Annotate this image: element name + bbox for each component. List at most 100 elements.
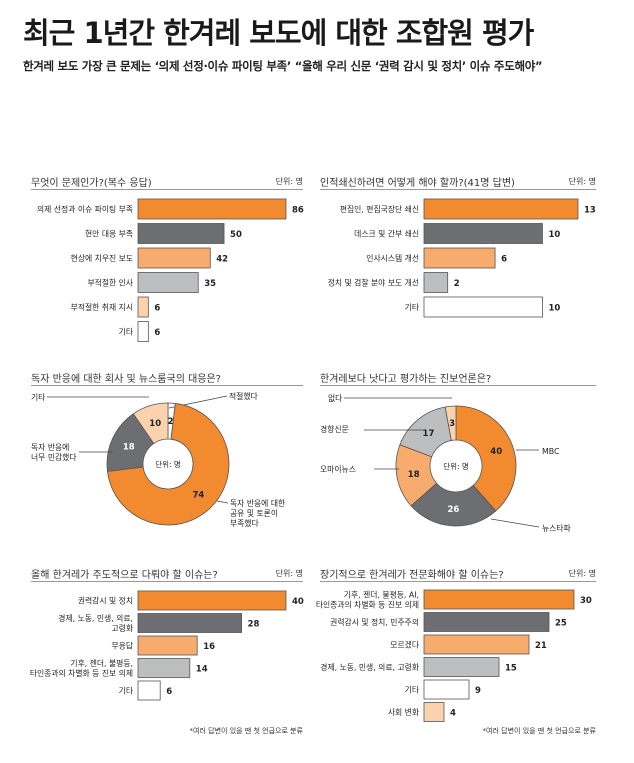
- category-label: 모르겠다: [390, 640, 419, 650]
- chart-unit: 단위: 명: [275, 569, 303, 578]
- page-title: 최근 1년간 한겨레 보도에 대한 조합원 평가: [23, 16, 534, 50]
- bar: [137, 658, 191, 678]
- chart-panel-issues-this-year: 올해 한겨레가 주도적으로 다뤄야 할 이슈는? 단위: 명 권력감시 및 정치…: [30, 566, 304, 746]
- value-label: 35: [204, 279, 216, 289]
- chart-unit: 단위: 명: [568, 177, 596, 186]
- bar: [137, 223, 225, 244]
- value-label: 10: [548, 304, 560, 314]
- bar: [137, 198, 287, 220]
- chart-panel-progressive-media: 한겨레보다 낫다고 평가하는 진보언론은? 40 MBC 26 뉴스타파 18 오마이뉴스…: [320, 370, 596, 540]
- bar-chart-issues-long-term: 기후, 젠더, 불평등, AI,타인종과의 차별화 등 진보 의제 30 권력감시 …: [316, 590, 592, 722]
- category-label: 기후, 젠더, 불평등,: [70, 658, 133, 668]
- category-label: 데스크 및 간부 쇄신: [354, 229, 419, 239]
- category-label: 경제, 노동, 민생, 의료,: [58, 613, 133, 623]
- slice-value: 74: [192, 490, 204, 500]
- bar: [137, 680, 161, 701]
- category-label: 정치 및 검찰 분야 보도 개선: [328, 278, 419, 288]
- slice-label: 적절했다: [229, 391, 258, 401]
- value-label: 42: [216, 255, 228, 265]
- bar: [137, 613, 242, 633]
- slice-label: 독자 반응에 대한: [230, 499, 285, 508]
- value-label: 50: [230, 230, 242, 240]
- slice-label: 없다: [328, 394, 342, 403]
- chart-divider: [320, 189, 596, 190]
- bar: [423, 296, 543, 318]
- bar: [137, 635, 198, 656]
- slice-label: 경향신문: [320, 424, 349, 434]
- bar-chart-reform: 편집인, 편집국장단 쇄신 13 데스크 및 간부 쇄신 10 인사시스템 개선 6 정치 …: [328, 198, 596, 318]
- value-label: 86: [292, 206, 304, 216]
- chart-unit: 단위: 명: [275, 177, 303, 186]
- chart-divider: [320, 581, 596, 582]
- category-label: 타인종과의 차별화 등 진보 의제: [316, 600, 419, 610]
- chart-unit: 단위: 명: [568, 569, 596, 578]
- chart-panel-issues-long-term: 장기적으로 한겨레가 전문화해야 할 이슈는? 단위: 명 기후, 젠더, 불평…: [316, 566, 596, 746]
- category-label: 기타: [119, 687, 133, 696]
- category-label: 권력감시 및 정치: [78, 596, 133, 606]
- bar: [423, 612, 550, 632]
- center-label: 단위: 명: [443, 461, 469, 471]
- bar: [137, 247, 211, 269]
- chart-panel-reader-response: 독자 반응에 대한 회사 및 뉴스룸국의 대응은? 2 적절했다 74 독자 반응에 …: [31, 370, 303, 540]
- value-label: 16: [203, 642, 215, 652]
- slice-value: 26: [447, 505, 459, 515]
- slice-label: 부족했다: [230, 518, 259, 528]
- chart-panel-reform: 인적쇄신하려면 어떻게 해야 할까?(41명 답변) 단위: 명 편집인, 편집…: [320, 174, 596, 324]
- value-label: 10: [548, 230, 560, 240]
- category-label: 기타: [119, 328, 133, 337]
- slice-value: 18: [408, 470, 420, 480]
- chart-title: 독자 반응에 대한 회사 및 뉴스룸국의 대응은?: [31, 374, 221, 385]
- chart-divider: [320, 385, 596, 386]
- slice-label: 너무 민감했다: [31, 452, 77, 462]
- value-label: 40: [292, 597, 304, 607]
- value-label: 13: [584, 206, 596, 216]
- value-label: 15: [505, 664, 517, 674]
- leader-line: [216, 500, 229, 504]
- slice-label: 뉴스타파: [542, 524, 571, 533]
- category-label: 인사시스템 개선: [366, 253, 419, 263]
- bar-chart-problems: 의제 선정과 이슈 파이팅 부족 86 현안 대응 부족 50 현상에 치우진 보도 42…: [37, 198, 304, 342]
- slice: [455, 405, 517, 512]
- chart-title: 한겨레보다 낫다고 평가하는 진보언론은?: [320, 374, 492, 385]
- bar: [423, 272, 449, 293]
- bar: [423, 634, 530, 655]
- value-label: 2: [454, 279, 460, 289]
- category-label: 부적절한 취재 지시: [71, 302, 133, 312]
- bar: [137, 296, 149, 318]
- value-label: 4: [450, 709, 456, 719]
- category-label: 고령화: [111, 624, 133, 633]
- category-label: 현상에 치우진 보도: [71, 253, 133, 263]
- slice-label: 오마이뉴스: [320, 464, 356, 474]
- category-label: 사회 변화: [388, 708, 419, 717]
- chart-title: 장기적으로 한겨레가 전문화해야 할 이슈는?: [320, 570, 504, 581]
- bar: [423, 657, 500, 677]
- category-label: 권력감시 및 정치, 민주주의: [330, 617, 419, 627]
- bar: [137, 590, 287, 611]
- value-label: 6: [501, 255, 507, 265]
- value-label: 6: [154, 304, 160, 314]
- chart-title: 무엇이 문제인가?(복수 응답): [31, 178, 152, 189]
- category-label: 의제 선정과 이슈 파이팅 부족: [37, 204, 133, 214]
- category-label: 기타: [405, 686, 419, 695]
- slice-label: 공유 및 토론이: [230, 508, 278, 518]
- slice-label: 기타: [31, 393, 45, 402]
- slice: [106, 402, 230, 526]
- category-label: 무응답: [111, 641, 133, 651]
- category-label: 타인종과의 차별화 등 진보 의제: [30, 668, 133, 678]
- category-label: 부적절한 인사: [87, 278, 133, 288]
- value-label: 14: [196, 665, 208, 675]
- value-label: 21: [535, 641, 547, 651]
- category-label: 편집인, 편집국장단 쇄신: [340, 204, 419, 214]
- value-label: 28: [248, 620, 260, 630]
- chart-title: 인적쇄신하려면 어떻게 해야 할까?(41명 답변): [320, 178, 515, 189]
- bar: [137, 272, 199, 293]
- bar: [137, 321, 149, 342]
- value-label: 6: [166, 687, 172, 697]
- chart-note: *여러 답변이 있을 땐 첫 언급으로 분류: [482, 727, 596, 735]
- category-label: 현안 대응 부족: [85, 229, 133, 239]
- value-label: 6: [154, 328, 160, 338]
- slice: [410, 482, 497, 527]
- chart-title: 올해 한겨레가 주도적으로 다뤄야 할 이슈는?: [31, 570, 218, 581]
